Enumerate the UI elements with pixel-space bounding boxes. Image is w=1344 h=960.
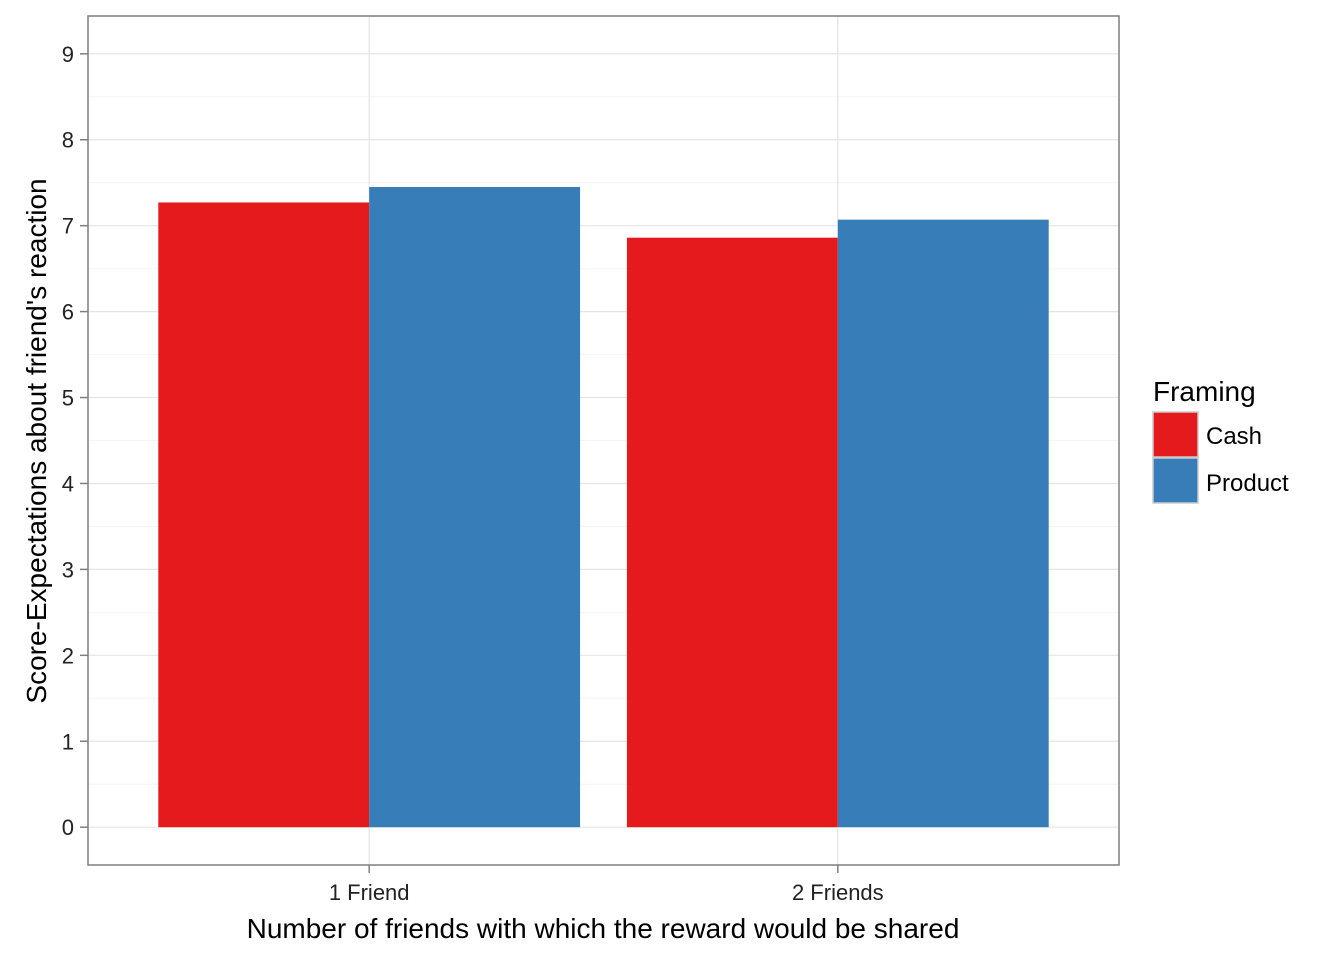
bar-product-1 (369, 187, 581, 828)
legend: Framing Cash Product (1152, 376, 1289, 504)
bar-cash-1 (158, 202, 370, 828)
y-tick-label: 1 (62, 729, 74, 754)
y-axis-title: Score-Expectations about friend's reacti… (21, 178, 52, 703)
y-tick-label: 7 (62, 214, 74, 239)
plot-panel-border (87, 15, 1120, 866)
legend-label-cash: Cash (1206, 423, 1262, 450)
y-tick-label: 5 (62, 386, 74, 411)
bar-cash-2 (626, 237, 838, 828)
legend-title: Framing (1153, 376, 1256, 407)
x-tick-label: 1 Friend (329, 880, 410, 905)
y-tick-label: 3 (62, 557, 74, 582)
y-tick-label: 4 (62, 471, 74, 496)
y-tick-label: 8 (62, 128, 74, 153)
legend-label-product: Product (1206, 470, 1289, 497)
legend-key-product (1152, 457, 1199, 504)
x-axis-title: Number of friends with which the reward … (247, 913, 960, 944)
y-tick-label: 9 (62, 42, 74, 67)
y-tick-label: 6 (62, 300, 74, 325)
x-axis: 1 Friend 2 Friends (329, 865, 884, 905)
y-axis: 0 1 2 3 4 5 6 7 8 9 (62, 42, 88, 840)
legend-key-cash (1152, 411, 1199, 458)
y-tick-label: 2 (62, 643, 74, 668)
x-tick-label: 2 Friends (792, 880, 884, 905)
y-tick-label: 0 (62, 815, 74, 840)
bar-product-2 (837, 219, 1049, 828)
bars (158, 187, 1049, 828)
